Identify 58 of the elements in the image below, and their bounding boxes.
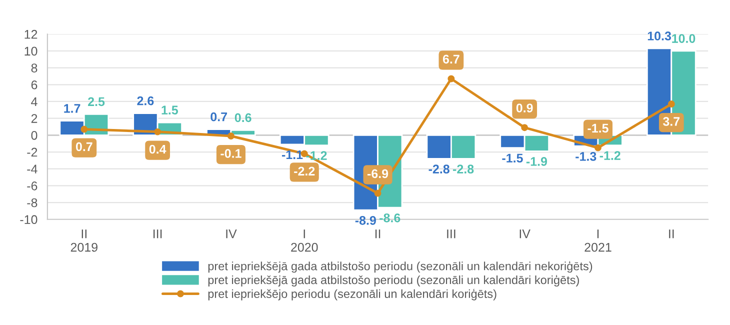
data-label: 10.0 — [672, 34, 696, 43]
data-label: -2.2 — [294, 166, 315, 176]
data-label: -2.8 — [453, 164, 474, 174]
data-label: -0.1 — [220, 149, 242, 158]
data-label: 6.7 — [442, 54, 460, 64]
point — [227, 132, 234, 140]
x-tick-label: II 2019 — [70, 230, 98, 252]
x-tick-label: II — [375, 230, 380, 238]
data-label: 0.4 — [149, 144, 166, 154]
point — [154, 128, 162, 136]
y-tick-label: -4 — [27, 164, 38, 174]
point — [594, 144, 602, 152]
legend-label: pret iepriekšējā gada atbilstošo periodu (sezonāli un kalendāri nekoriģēts) — [208, 261, 592, 273]
data-label: -2.8 — [428, 164, 450, 174]
x-tick-label: IV — [226, 230, 237, 238]
data-label: 0.6 — [234, 113, 252, 122]
point — [521, 124, 528, 132]
data-label: -1.1 — [282, 150, 303, 160]
data-label: -1.3 — [576, 152, 596, 161]
data-label: -1.2 — [600, 151, 620, 160]
y-tick-label: 6 — [31, 80, 38, 90]
data-label: 2.6 — [137, 96, 154, 106]
y-tick-label: -6 — [27, 181, 38, 190]
point — [448, 75, 455, 82]
data-label: 0.7 — [76, 142, 92, 152]
data-label: -1.5 — [588, 124, 608, 133]
data-label: -6.9 — [367, 169, 388, 178]
x-tick-label: I 2021 — [584, 230, 612, 252]
x-tick-label: I 2020 — [291, 230, 318, 252]
data-label: -1.9 — [526, 157, 548, 166]
data-label: 1.5 — [162, 106, 178, 115]
point — [668, 100, 675, 108]
y-tick-label: 4 — [31, 97, 38, 106]
data-label: -1.5 — [502, 154, 523, 163]
data-label: -8.9 — [355, 216, 376, 225]
x-tick-label: III — [154, 230, 162, 238]
legend-label: pret iepriekšējā gada atbilstošo periodu (sezonāli un kalendāri koriģēts) — [208, 274, 579, 286]
data-label: 0.7 — [210, 112, 227, 122]
y-tick-label: 8 — [31, 64, 38, 72]
data-label: 3.7 — [662, 117, 680, 126]
data-label: 0.9 — [516, 104, 533, 112]
data-label: 2.5 — [88, 97, 105, 106]
y-tick-label: 10 — [24, 46, 38, 56]
y-tick-label: -2 — [27, 148, 38, 157]
y-tick-label: 12 — [24, 30, 38, 39]
legend-label: pret iepriekšējo periodu (sezonāli un kalendāri koriģēts) — [208, 288, 496, 300]
data-label: -8.6 — [380, 213, 400, 222]
data-label: 1.7 — [64, 104, 80, 113]
y-tick-label: -8 — [27, 198, 38, 208]
y-tick-label: 0 — [31, 130, 38, 140]
x-tick-label: III — [447, 230, 456, 238]
y-tick-label: -10 — [20, 215, 38, 224]
x-tick-label: IV — [520, 230, 530, 238]
data-label: 10.3 — [648, 32, 671, 40]
point — [80, 126, 88, 133]
x-tick-label: II — [669, 230, 674, 238]
point — [374, 190, 382, 197]
y-tick-label: 2 — [31, 114, 38, 123]
